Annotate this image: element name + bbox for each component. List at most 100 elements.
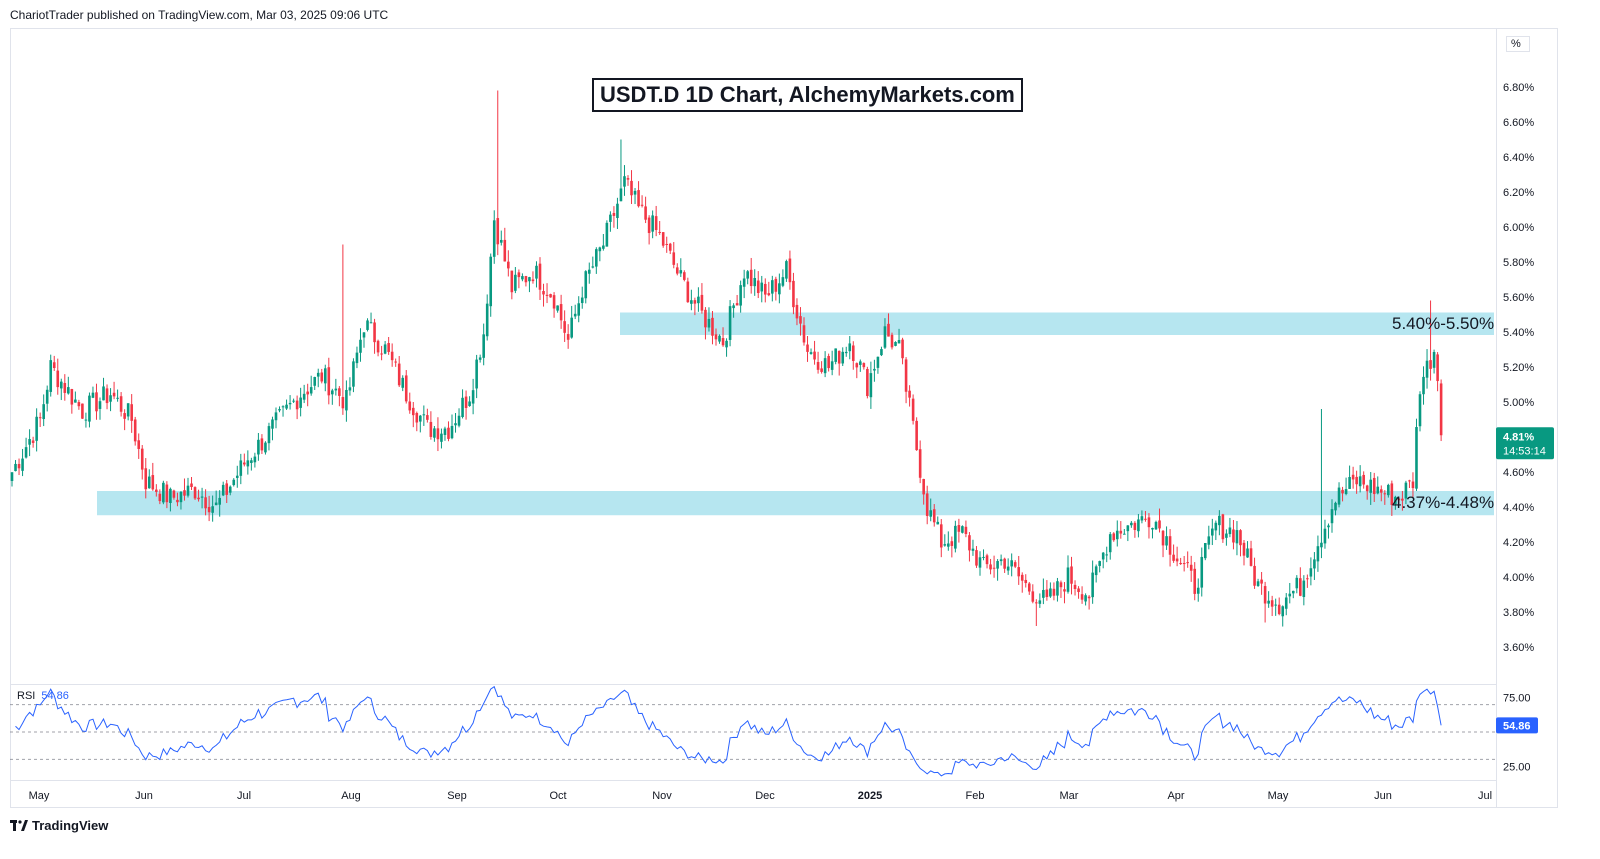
candle xyxy=(1158,508,1161,533)
candle-body xyxy=(147,476,151,489)
price-tick-label: 6.20% xyxy=(1503,187,1534,199)
candle xyxy=(816,351,820,374)
candle xyxy=(552,292,556,318)
candle xyxy=(633,188,637,205)
candle xyxy=(760,275,764,303)
candle-body xyxy=(478,357,482,360)
candle-body xyxy=(278,409,281,411)
candle-body xyxy=(408,401,412,411)
tradingview-logo[interactable]: TradingView xyxy=(10,818,108,833)
candle-body xyxy=(1274,604,1277,606)
candle-body xyxy=(1006,566,1010,571)
candle xyxy=(59,378,63,401)
candle-body xyxy=(390,351,394,361)
candle-body xyxy=(88,395,91,422)
time-axis[interactable] xyxy=(10,780,1496,809)
candle-body xyxy=(855,363,859,368)
candle-body xyxy=(1411,481,1415,489)
candle xyxy=(524,275,528,287)
candle xyxy=(147,469,151,489)
time-tick-label: Nov xyxy=(652,790,672,802)
candle xyxy=(844,346,848,357)
candle xyxy=(964,520,968,538)
last-price-countdown: 14:53:14 xyxy=(1503,445,1546,457)
candle-body xyxy=(890,334,894,348)
candle-body xyxy=(1193,568,1197,594)
candle xyxy=(1232,520,1235,550)
candle-body xyxy=(661,232,665,246)
candle xyxy=(95,383,98,420)
candle-body xyxy=(971,548,975,551)
candle-body xyxy=(679,270,683,274)
candle-body xyxy=(1161,530,1165,546)
candle xyxy=(1422,366,1425,405)
candle xyxy=(1063,582,1066,604)
candle xyxy=(352,358,355,393)
candle xyxy=(1316,535,1320,572)
price-tick-label: 5.80% xyxy=(1503,257,1534,269)
candle xyxy=(151,462,155,491)
candle xyxy=(105,384,109,410)
candle-body xyxy=(1242,542,1246,556)
price-axis-unit[interactable]: % xyxy=(1506,36,1530,52)
rsi-legend[interactable]: RSI 54.86 xyxy=(17,690,69,702)
candle-body xyxy=(598,247,602,252)
candle xyxy=(707,307,711,332)
candle xyxy=(471,378,475,415)
candle xyxy=(542,283,545,307)
candle-body xyxy=(957,525,961,532)
candle xyxy=(749,257,753,294)
last-price-box xyxy=(1496,427,1554,460)
candle xyxy=(1270,595,1274,617)
candle-body xyxy=(637,190,640,207)
candle-body xyxy=(781,277,785,286)
candle-body xyxy=(1330,509,1334,524)
candle xyxy=(207,495,211,522)
candle-body xyxy=(954,525,957,549)
candle-body xyxy=(982,556,985,558)
candle-body xyxy=(1267,600,1270,604)
candle-body xyxy=(1323,528,1327,544)
candle-body xyxy=(190,483,193,488)
candles xyxy=(10,90,1443,627)
candle-body xyxy=(788,258,792,283)
candle-body xyxy=(345,389,348,411)
candle xyxy=(556,305,559,313)
candle-body xyxy=(795,304,799,319)
price-tick-label: 5.40% xyxy=(1503,327,1534,339)
candle xyxy=(126,403,130,421)
candle xyxy=(1059,580,1063,598)
candle xyxy=(774,276,778,301)
candle-body xyxy=(1151,527,1154,530)
candle xyxy=(1425,349,1429,389)
candle xyxy=(489,253,493,317)
candle-body xyxy=(341,397,345,409)
candle xyxy=(602,233,605,251)
candle-body xyxy=(302,393,306,400)
candle-body xyxy=(774,278,778,292)
candle-body xyxy=(866,368,869,397)
candle-body xyxy=(158,493,162,502)
candle xyxy=(1288,582,1292,604)
candle xyxy=(17,458,21,476)
candle xyxy=(1218,510,1221,536)
candle xyxy=(74,391,77,403)
rsi-legend-value: 54.86 xyxy=(41,690,69,702)
candle-body xyxy=(862,363,866,368)
candle-body xyxy=(415,412,419,423)
candle xyxy=(686,277,690,303)
rsi-pane[interactable] xyxy=(10,684,1496,781)
candle xyxy=(200,487,204,509)
candle xyxy=(626,175,630,186)
candle-body xyxy=(739,285,742,306)
candle xyxy=(855,362,859,379)
candle xyxy=(422,405,426,426)
candle-body xyxy=(542,291,545,295)
candle-body xyxy=(549,294,552,298)
candle xyxy=(401,375,405,392)
candle-body xyxy=(387,343,390,352)
candle-body xyxy=(1200,556,1204,588)
price-axis[interactable] xyxy=(1496,28,1558,808)
candle-body xyxy=(908,390,911,398)
rsi-line xyxy=(15,685,1442,777)
